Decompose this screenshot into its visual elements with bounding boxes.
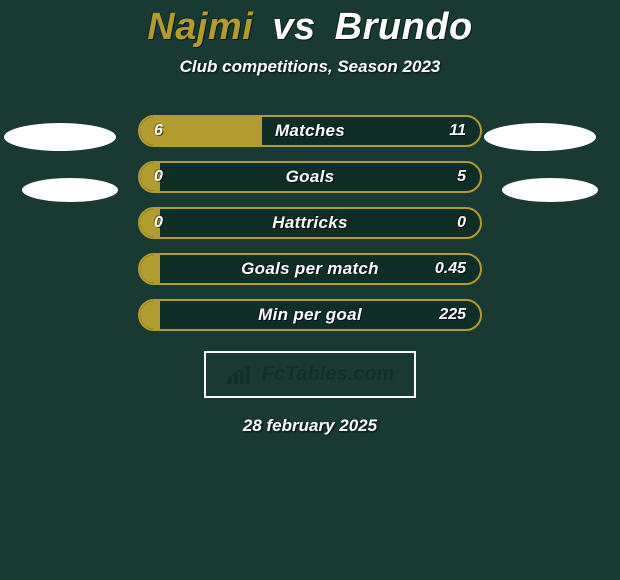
stat-bar: Goals per match0.45 bbox=[138, 253, 482, 285]
stat-bar: Goals0 5 bbox=[138, 161, 482, 193]
stat-value-right: 0.45 bbox=[435, 255, 466, 283]
stat-value-right: 11 bbox=[449, 117, 466, 145]
stat-value-right: 0 bbox=[457, 209, 466, 237]
stat-label: Min per goal bbox=[140, 301, 480, 329]
stat-bar: Matches6 11 bbox=[138, 115, 482, 147]
logo-text: FcTables.com bbox=[262, 363, 395, 386]
title: Najmi vs Brundo bbox=[147, 6, 472, 49]
stat-label: Matches bbox=[140, 117, 480, 145]
stat-bar: Min per goal225 bbox=[138, 299, 482, 331]
date: 28 february 2025 bbox=[243, 416, 377, 436]
decorative-ellipse bbox=[22, 178, 118, 202]
barchart-icon bbox=[226, 364, 254, 386]
stat-value-right: 225 bbox=[439, 301, 466, 329]
player2-name: Brundo bbox=[335, 6, 473, 48]
stat-row: Goals per match0.45 bbox=[0, 253, 620, 285]
stat-label: Goals per match bbox=[140, 255, 480, 283]
stat-value-left: 0 bbox=[154, 163, 163, 191]
stat-label: Goals bbox=[140, 163, 480, 191]
player1-name: Najmi bbox=[147, 6, 253, 48]
stat-value-left: 0 bbox=[154, 209, 163, 237]
logo-box: FcTables.com bbox=[204, 351, 417, 398]
decorative-ellipse bbox=[484, 123, 596, 151]
stat-row: Min per goal225 bbox=[0, 299, 620, 331]
decorative-ellipse bbox=[4, 123, 116, 151]
stat-value-right: 5 bbox=[457, 163, 466, 191]
stat-value-left: 6 bbox=[154, 117, 163, 145]
decorative-ellipse bbox=[502, 178, 598, 202]
stat-bar: Hattricks0 0 bbox=[138, 207, 482, 239]
stat-row: Hattricks0 0 bbox=[0, 207, 620, 239]
comparison-card: Najmi vs Brundo Club competitions, Seaso… bbox=[0, 0, 620, 580]
stat-label: Hattricks bbox=[140, 209, 480, 237]
vs-label: vs bbox=[272, 6, 315, 48]
subtitle: Club competitions, Season 2023 bbox=[180, 57, 441, 77]
